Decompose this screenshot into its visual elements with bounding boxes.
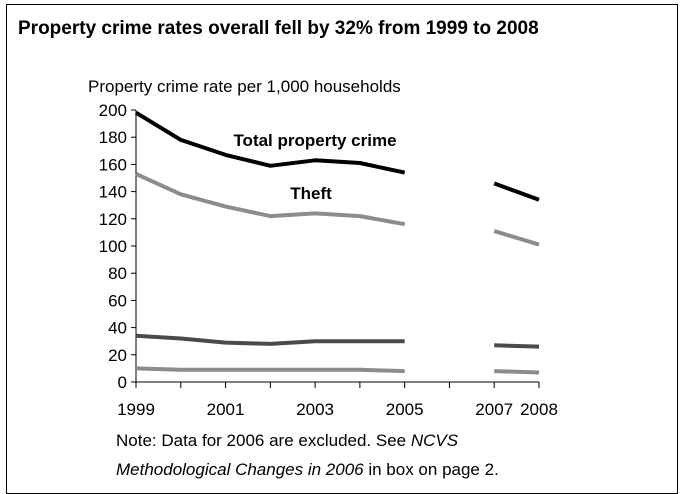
y-tick-label: 200: [99, 101, 127, 120]
series-line: [493, 181, 540, 202]
x-tick-label: 2008: [520, 400, 558, 419]
note-suffix: in box on page 2.: [364, 460, 499, 479]
series-line: [494, 343, 540, 349]
series-lines: [134, 110, 540, 375]
series-label: Theft: [290, 184, 332, 203]
y-tick-label: 120: [99, 210, 127, 229]
y-tick-label: 140: [99, 183, 127, 202]
y-axis-label: Property crime rate per 1,000 households: [88, 77, 401, 96]
note-line-2: Methodological Changes in 2006 in box on…: [116, 460, 499, 479]
series-line: [135, 333, 405, 346]
y-tick-label: 0: [118, 373, 127, 392]
note-italic-methods: Methodological Changes in 2006: [116, 460, 364, 479]
note-italic-ncvs: NCVS: [411, 431, 459, 450]
y-tick-label: 40: [108, 319, 127, 338]
y-tick-label: 60: [108, 291, 127, 310]
x-tick-label: 2005: [386, 400, 424, 419]
series-line: [493, 229, 540, 247]
y-tick-label: 20: [108, 346, 127, 365]
x-axis: 1999 2001 2003 2005 2007 2008: [117, 381, 558, 419]
y-axis: 0 20 40 60 80 100 120 140 160 180 200: [99, 101, 137, 392]
series-line: [135, 172, 406, 227]
series-labels: Total property crimeTheftBurglaryMotor v…: [233, 131, 396, 203]
chart-title: Property crime rates overall fell by 32%…: [18, 18, 539, 39]
series-line: [494, 369, 540, 375]
x-tick-label: 2001: [207, 400, 245, 419]
y-tick-label: 180: [99, 128, 127, 147]
x-tick-label: 2007: [475, 400, 513, 419]
series-line: [135, 366, 405, 374]
series-line: [134, 110, 406, 175]
x-tick-label: 1999: [117, 400, 155, 419]
note-prefix: Note: Data for 2006 are excluded. See: [116, 431, 411, 450]
y-tick-label: 80: [108, 264, 127, 283]
y-tick-label: 100: [99, 237, 127, 256]
x-tick-label: 2003: [296, 400, 334, 419]
series-label: Total property crime: [233, 131, 396, 150]
note-line-1: Note: Data for 2006 are excluded. See NC…: [116, 431, 459, 450]
y-tick-label: 160: [99, 155, 127, 174]
